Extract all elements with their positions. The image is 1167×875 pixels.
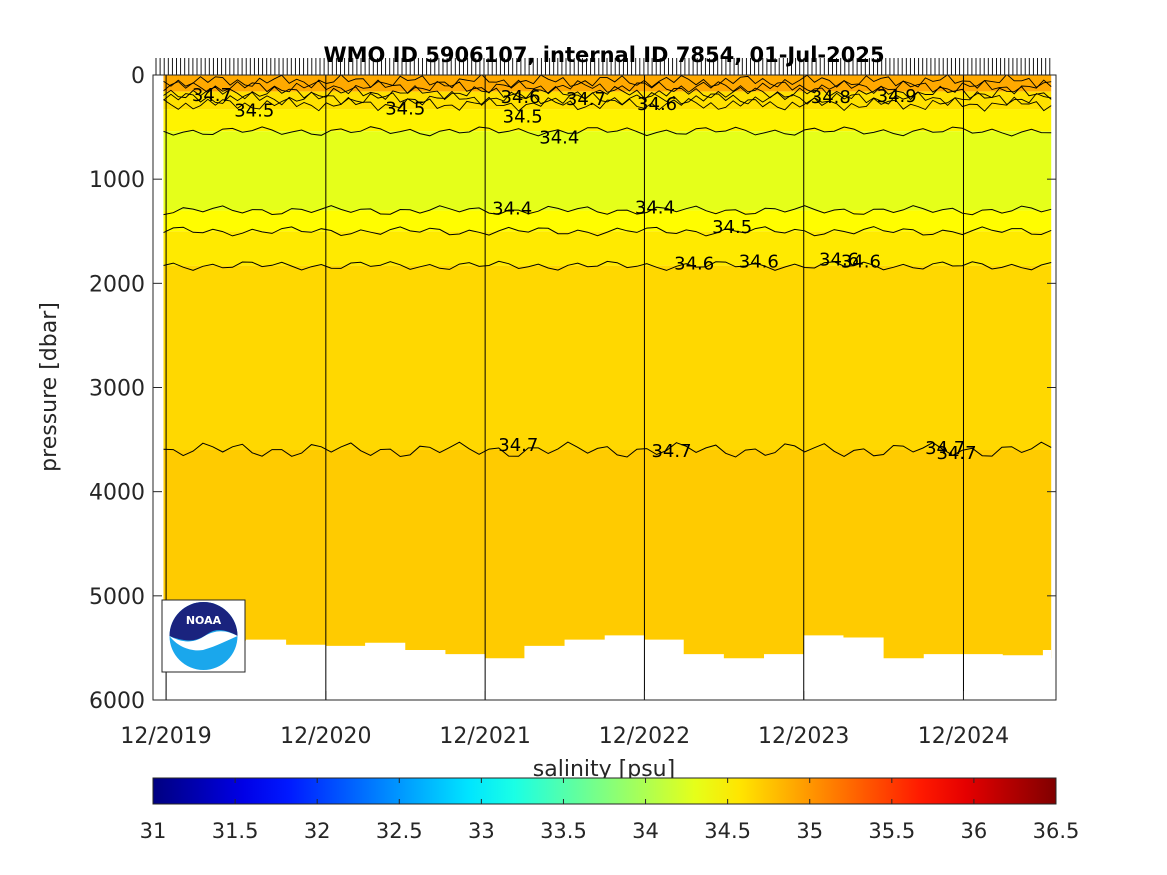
colorbar-tick-label: 36 [961,819,988,843]
noaa-logo-text: NOAA [186,614,222,627]
colorbar-tick-label: 35 [796,819,823,843]
salinity-band [163,231,1052,266]
contour-lines [163,75,1052,458]
contour-label: 34.5 [503,107,543,128]
year-lines [165,75,964,700]
seafloor-region [163,635,1052,700]
colorbar-tick-label: 32 [304,819,331,843]
contour-label: 34.7 [498,435,538,456]
contour-line [163,90,1052,107]
noaa-logo: NOAA [161,599,246,673]
contour-line [163,260,1052,271]
colorbar-tick-label: 36.5 [1033,819,1080,843]
colorbar-tick-label: 33 [468,819,495,843]
contour-label: 34.5 [712,217,752,238]
y-tick-label: 5000 [89,585,145,610]
y-tick-label: 0 [131,64,145,89]
contour-label: 34.6 [674,254,714,275]
chart-title: WMO ID 5906107, internal ID 7854, 01-Jul… [323,43,884,67]
y-tick-label: 3000 [89,377,145,402]
y-tick-label: 1000 [89,168,145,193]
x-tick-label: 12/2019 [120,724,211,749]
x-axis: 12/2019 12/2020 12/2021 12/2022 12/2023 12/20… [120,691,1009,749]
contour-line [163,96,1052,112]
y-tick-label: 4000 [89,481,145,506]
contour-label: 34.9 [877,86,917,107]
contour-label: 34.8 [811,87,851,108]
salinity-band [163,210,1052,232]
salinity-band [163,450,1052,659]
contour-line [163,441,1052,458]
contour-labels: 34.5 34.5 34.534.434.6 34.634.7 34.7 34.8 34.9… [192,85,977,464]
contour-line [163,205,1052,216]
colorbar-tick-label: 31 [140,819,167,843]
contour-label: 34.6 [739,251,779,272]
contour-label: 34.4 [492,198,532,219]
contour-label: 34.7 [925,438,965,459]
seafloor-mask [163,635,1052,700]
colorbar-tick-label: 31.5 [212,819,259,843]
contour-label: 34.6 [500,87,540,108]
contour-label: 34.4 [635,197,675,218]
contour-label: 34.7 [651,441,691,462]
contour-label: 34.7 [566,89,606,110]
plot-area: 34.5 34.5 34.534.434.6 34.634.7 34.7 34.8 34.9… [152,58,1057,701]
contour-label: 34.6 [841,251,881,272]
x-tick-label: 12/2023 [758,724,849,749]
salinity-band [163,265,1052,450]
contour-label: 34.4 [539,127,579,148]
salinity-band [163,131,1052,211]
salinity-field [163,75,1052,659]
colorbar-tick-label: 35.5 [868,819,915,843]
contour-label: 34.7 [936,443,976,464]
x-tick-label: 12/2021 [439,724,530,749]
colorbar-tick-label: 34.5 [704,819,751,843]
profile-ticks [155,58,1051,75]
y-axis: 0 1000 2000 3000 4000 5000 6000 [89,64,1056,714]
x-tick-label: 12/2020 [280,724,371,749]
x-tick-label: 12/2024 [918,724,1009,749]
salinity-band [163,109,1052,132]
contour-line [163,79,1052,95]
contour-line [163,226,1052,237]
colorbar-tick-label: 32.5 [376,819,423,843]
contour-label: 34.7 [192,85,232,106]
y-tick-label: 6000 [89,689,145,714]
y-tick-label: 2000 [89,272,145,297]
y-axis-label: pressure [dbar] [37,302,62,472]
contour-label: 34.5 [385,98,425,119]
contour-label: 34.6 [637,94,677,115]
contour-label: 34.5 [234,100,274,121]
contour-label: 34.6 [819,249,859,270]
colorbar-tick-label: 34 [632,819,659,843]
contour-line [163,126,1052,137]
colorbar: 31 31.5 32 32.5 33 33.5 34 34.5 35 35.5 36 36.5 [140,777,1080,843]
x-tick-label: 12/2022 [599,724,690,749]
colorbar-tick-label: 33.5 [540,819,587,843]
